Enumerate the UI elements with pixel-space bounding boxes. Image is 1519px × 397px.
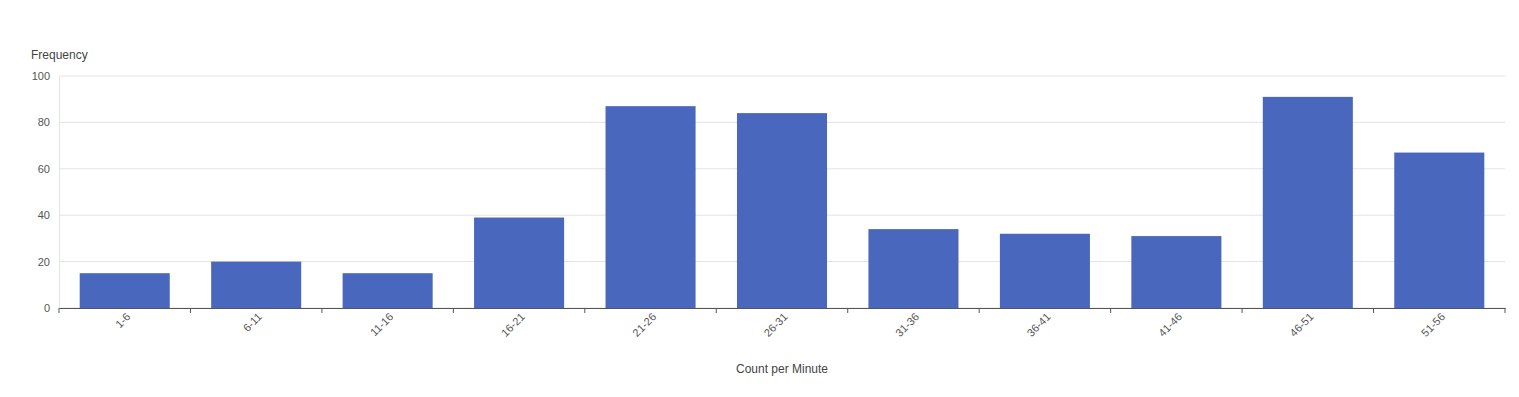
x-boundary-tick	[1110, 308, 1111, 313]
x-tick: 41-46	[1156, 308, 1184, 339]
x-boundary-tick	[979, 308, 980, 313]
y-tick-label: 80	[38, 116, 50, 128]
y-tick: 0	[44, 302, 59, 314]
x-tick: 1-6	[113, 308, 133, 330]
chart: 0 20 40 60 80 100 1-6 6-11 11-16 16-21 21-26 26-31 3…	[0, 0, 1519, 397]
x-axis: 1-6 6-11 11-16 16-21 21-26 26-31 31-36 36-41 41-…	[59, 308, 1506, 339]
bars	[80, 97, 1485, 308]
x-tick: 11-16	[368, 308, 396, 338]
x-tick: 6-11	[241, 308, 264, 334]
bar	[606, 106, 696, 308]
y-axis: 0 20 40 60 80 100	[32, 70, 60, 314]
x-boundary-tick	[59, 308, 60, 313]
bar	[1263, 97, 1353, 308]
bar	[343, 273, 433, 308]
x-tick-label: 6-11	[241, 310, 264, 333]
bar	[1000, 234, 1090, 308]
x-tick-label: 36-41	[1024, 310, 1052, 338]
x-boundary-tick	[584, 308, 585, 313]
x-boundary-tick	[716, 308, 717, 313]
x-tick: 46-51	[1287, 308, 1315, 339]
grid-line	[59, 76, 1505, 77]
x-boundary-tick	[847, 308, 848, 313]
y-tick-label: 100	[32, 70, 50, 82]
x-tick-label: 26-31	[761, 310, 789, 338]
x-tick-label: 21-26	[630, 310, 658, 338]
bar	[80, 273, 170, 308]
x-tick: 36-41	[1024, 308, 1052, 339]
y-tick: 80	[38, 116, 59, 128]
y-tick: 60	[38, 163, 59, 175]
x-axis-line	[60, 308, 1506, 309]
bar	[737, 113, 827, 308]
y-tick: 100	[32, 70, 59, 82]
x-tick-label: 41-46	[1156, 310, 1184, 338]
x-boundary-tick	[1242, 308, 1243, 313]
x-tick-label: 16-21	[499, 310, 527, 338]
x-tick-label: 11-16	[368, 310, 396, 338]
x-tick: 31-36	[893, 308, 921, 339]
x-axis-title: Count per Minute	[736, 362, 828, 376]
bar	[1131, 236, 1221, 308]
x-tick-label: 46-51	[1287, 310, 1315, 338]
x-tick-label: 1-6	[113, 310, 133, 330]
x-tick-label: 31-36	[893, 310, 921, 338]
x-boundary-ticks	[59, 308, 1505, 313]
x-tick: 21-26	[630, 308, 658, 339]
x-boundary-tick	[453, 308, 454, 313]
x-boundary-tick	[190, 308, 191, 313]
x-tick-label: 51-56	[1419, 310, 1447, 338]
x-tick: 16-21	[499, 308, 527, 339]
y-tick-label: 60	[38, 163, 50, 175]
y-tick: 20	[38, 256, 59, 268]
bar	[1394, 153, 1484, 308]
x-tick: 51-56	[1419, 308, 1447, 339]
grid	[59, 76, 1505, 308]
y-tick-label: 20	[38, 256, 50, 268]
y-axis-title: Frequency	[31, 48, 88, 62]
x-boundary-tick	[1373, 308, 1374, 313]
x-boundary-tick	[1505, 308, 1506, 313]
y-tick: 40	[38, 209, 59, 221]
y-tick-label: 40	[38, 209, 50, 221]
bar	[474, 218, 564, 308]
y-axis-line	[59, 77, 60, 309]
x-boundary-tick	[321, 308, 322, 313]
bar	[868, 229, 958, 308]
y-tick-label: 0	[44, 302, 50, 314]
x-tick: 26-31	[761, 308, 789, 339]
plot: 0 20 40 60 80 100 1-6 6-11 11-16 16-21 21-26 26-31 3…	[32, 70, 1506, 339]
bar	[211, 262, 301, 308]
